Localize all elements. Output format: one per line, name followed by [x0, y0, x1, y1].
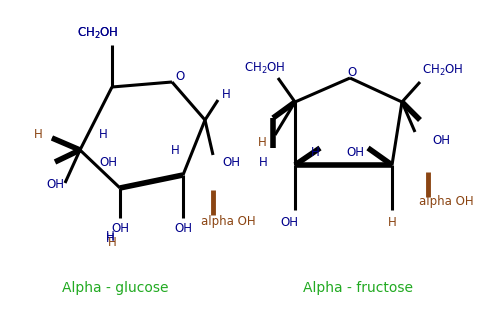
Text: O: O — [175, 70, 184, 84]
Text: H: H — [221, 89, 230, 101]
Text: CH$_2$OH: CH$_2$OH — [77, 25, 119, 41]
Text: H: H — [387, 215, 396, 228]
Text: Alpha - glucose: Alpha - glucose — [61, 281, 168, 295]
Text: OH: OH — [279, 215, 298, 228]
Text: OH: OH — [111, 222, 129, 234]
Text: H: H — [258, 156, 267, 168]
Text: OH: OH — [174, 222, 192, 234]
Text: H: H — [98, 129, 107, 141]
Text: OH: OH — [222, 156, 240, 170]
Text: OH: OH — [46, 178, 64, 192]
Text: OH: OH — [431, 134, 449, 146]
Text: OH: OH — [345, 146, 363, 158]
Text: H: H — [170, 143, 179, 156]
Text: O: O — [347, 65, 356, 79]
Text: CH$_2$OH: CH$_2$OH — [421, 63, 463, 78]
Text: H: H — [106, 232, 114, 244]
Text: H: H — [257, 136, 266, 150]
Text: H: H — [108, 237, 116, 249]
Text: OH: OH — [99, 156, 117, 168]
Text: alpha OH: alpha OH — [418, 196, 472, 208]
Text: Alpha - fructose: Alpha - fructose — [302, 281, 412, 295]
Text: CH$_{2}$OH: CH$_{2}$OH — [77, 25, 119, 41]
Text: H: H — [310, 146, 319, 158]
Text: H: H — [106, 230, 114, 244]
Text: CH$_2$OH: CH$_2$OH — [244, 60, 285, 75]
Text: H: H — [34, 129, 42, 141]
Text: alpha OH: alpha OH — [200, 215, 255, 228]
